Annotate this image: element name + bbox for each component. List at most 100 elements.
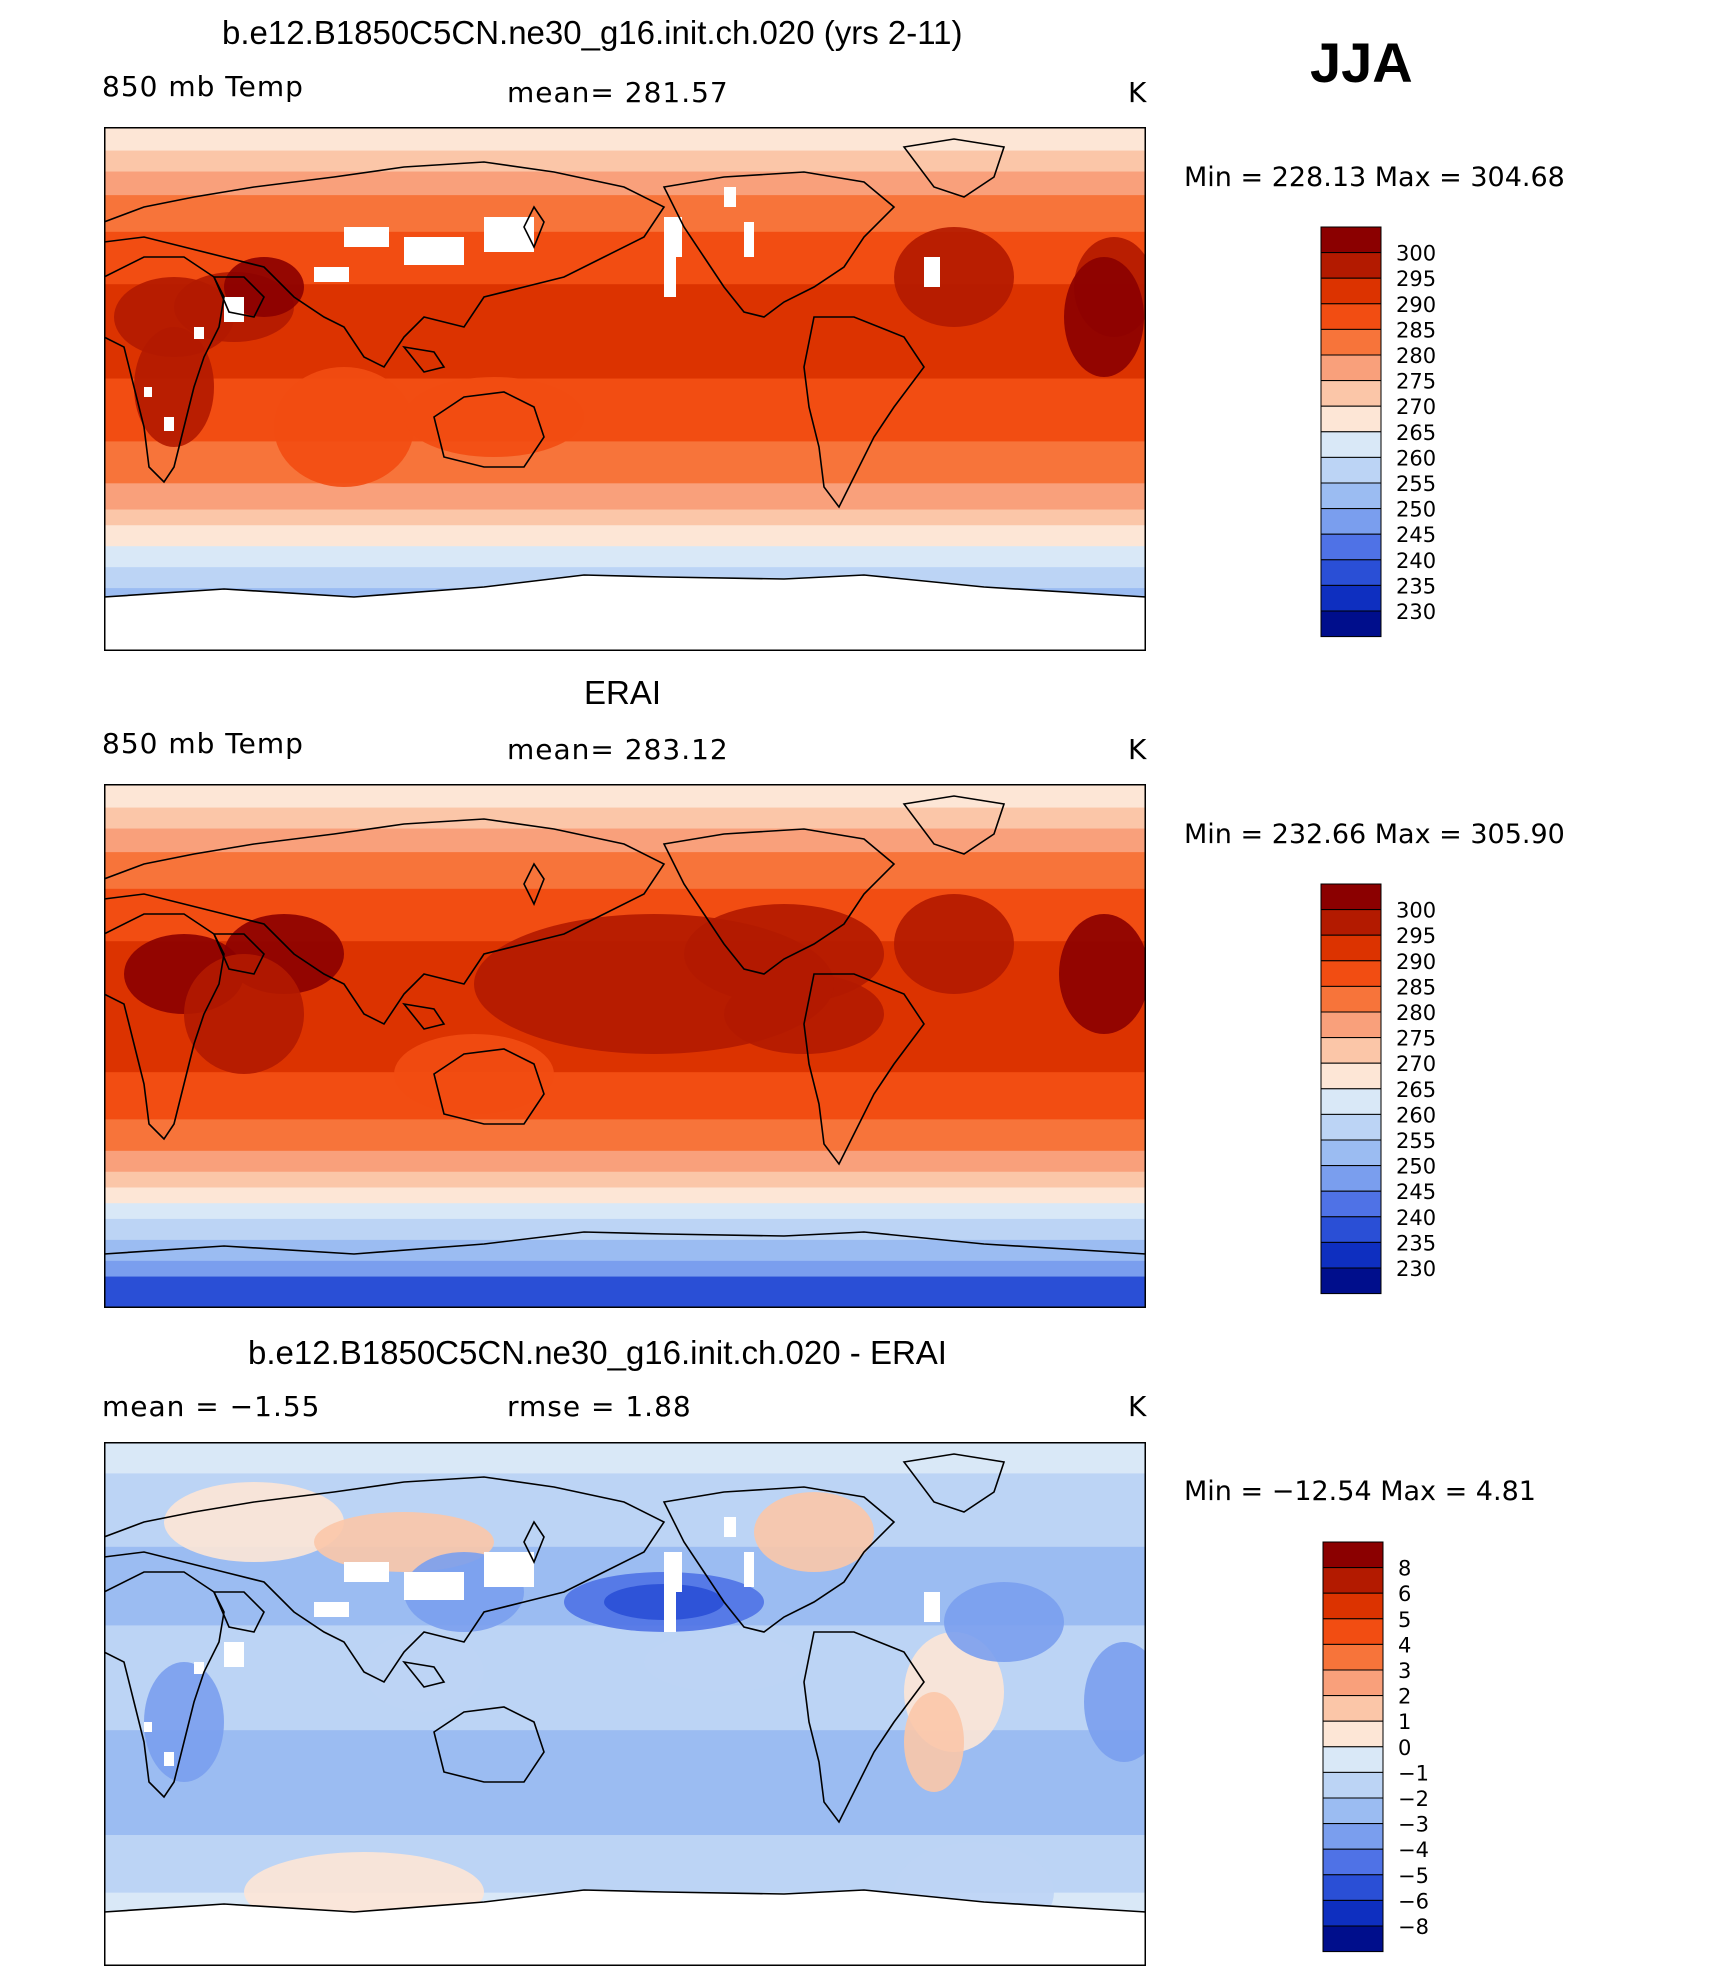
coastline	[104, 161, 666, 369]
contour-region	[134, 327, 214, 447]
contour-band	[104, 1203, 1146, 1220]
contour-band	[104, 784, 1146, 809]
colorbar-tick-label: 280	[1396, 1001, 1436, 1025]
missing-data-region	[164, 417, 174, 431]
coastline	[662, 1486, 896, 1633]
contour-band	[104, 1218, 1146, 1241]
contour-band	[104, 195, 1146, 233]
colorbar-box	[1320, 934, 1382, 962]
coastline	[104, 256, 225, 484]
missing-data-region	[144, 387, 152, 397]
colorbar-tick-label: −5	[1398, 1864, 1429, 1888]
colorbar-tick-label: 300	[1396, 899, 1436, 923]
colorbar-box	[1322, 1669, 1384, 1697]
missing-data-region	[404, 237, 464, 265]
map-frame	[104, 784, 1146, 1308]
colorbar-box	[1320, 559, 1382, 586]
colorbar-tick-label: 245	[1396, 523, 1436, 547]
colorbar-tick-label: 240	[1396, 549, 1436, 573]
coastline	[523, 862, 545, 906]
contour-band	[104, 1171, 1146, 1189]
missing-data-region	[664, 257, 676, 297]
missing-data-region	[144, 1722, 152, 1732]
colorbar-tick-label: 295	[1396, 267, 1436, 291]
coastline	[402, 1002, 446, 1030]
colorbar-tick-label: −1	[1398, 1761, 1429, 1785]
missing-data-region	[664, 1592, 676, 1632]
colorbar-box	[1320, 482, 1382, 510]
colorbar-box	[1322, 1925, 1384, 1953]
missing-data-region	[314, 267, 349, 282]
colorbar-tick-label: 230	[1396, 1257, 1436, 1281]
missing-data-region	[164, 1752, 174, 1766]
colorbar-tick-label: 250	[1396, 498, 1436, 522]
map-frame	[104, 1442, 1146, 1966]
coastline	[662, 171, 896, 318]
coastline	[212, 1591, 265, 1633]
coastline	[402, 345, 446, 373]
colorbar-box	[1320, 960, 1382, 987]
colorbar-box	[1320, 584, 1382, 612]
coastline	[104, 1476, 666, 1684]
contour-band	[104, 525, 1146, 548]
contour-band	[104, 828, 1146, 854]
colorbar-tick-label: 1	[1398, 1710, 1411, 1734]
colorbar-box	[1320, 508, 1382, 535]
colorbar-tick-label: 295	[1396, 924, 1436, 948]
contour-region	[1059, 914, 1146, 1034]
coastline	[433, 1048, 545, 1125]
missing-data-region	[314, 1602, 349, 1617]
contour-band	[104, 1072, 1146, 1121]
contour-region	[754, 1492, 874, 1572]
contour-band	[104, 807, 1146, 830]
panel-1-units-label: K	[1128, 76, 1148, 109]
contour-region	[274, 367, 414, 487]
colorbar-tick-label: 260	[1396, 1103, 1436, 1127]
colorbar-box	[1320, 252, 1382, 279]
colorbar-box	[1322, 1746, 1384, 1773]
colorbar-tick-label: 5	[1398, 1608, 1411, 1632]
contour-band	[104, 1239, 1146, 1262]
contour-band	[104, 1276, 1146, 1308]
missing-data-region	[924, 1592, 940, 1622]
colorbar-tick-label: 275	[1396, 370, 1436, 394]
colorbar-box	[1320, 1139, 1382, 1167]
contour-band	[104, 1442, 1146, 1475]
missing-data-region	[344, 227, 389, 247]
colorbar-box	[1322, 1874, 1384, 1901]
panel-1-mean-label: mean= 281.57	[507, 76, 729, 109]
contour-region	[164, 1482, 344, 1562]
panel-2-colorbar: 3002952902852802752702652602552502452402…	[1320, 883, 1436, 1295]
colorbar-box	[1322, 1695, 1384, 1722]
panel-1-map	[104, 127, 1146, 651]
contour-region	[184, 954, 304, 1074]
colorbar-tick-label: −4	[1398, 1838, 1429, 1862]
contour-region	[1084, 1642, 1146, 1762]
missing-data-region	[104, 1890, 1146, 1966]
contour-band	[104, 509, 1146, 527]
contour-region	[364, 1632, 484, 1712]
colorbar-tick-label: 235	[1396, 1231, 1436, 1255]
colorbar-box	[1322, 1771, 1384, 1799]
missing-data-region	[404, 1572, 464, 1600]
colorbar-box	[1320, 226, 1382, 254]
contour-region	[144, 1662, 224, 1782]
contour-region	[394, 1034, 554, 1114]
contour-band	[104, 852, 1146, 890]
panel-2-mean-label: mean= 283.12	[507, 733, 729, 766]
colorbar-box	[1322, 1899, 1384, 1927]
coastline	[523, 205, 545, 249]
colorbar-box	[1322, 1618, 1384, 1645]
colorbar-tick-label: 3	[1398, 1659, 1411, 1683]
colorbar-box	[1320, 456, 1382, 484]
coastline	[104, 574, 1146, 598]
coastline	[433, 1706, 545, 1783]
missing-data-region	[224, 297, 244, 322]
colorbar-box	[1320, 303, 1382, 330]
coastline	[104, 1231, 1146, 1255]
colorbar-tick-label: −2	[1398, 1787, 1429, 1811]
missing-data-region	[104, 575, 1146, 651]
colorbar-tick-label: 270	[1396, 1052, 1436, 1076]
panel-2-min-max: Min = 232.66 Max = 305.90	[1184, 819, 1565, 850]
panel-2-title: ERAI	[584, 674, 662, 711]
